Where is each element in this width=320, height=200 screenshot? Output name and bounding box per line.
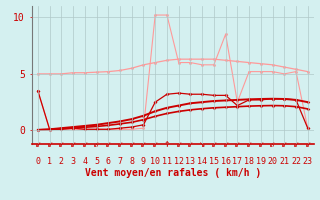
Text: ↙: ↙ [246,140,252,149]
Text: ↙: ↙ [281,140,287,149]
Text: ↙: ↙ [258,140,264,149]
Text: ↙: ↙ [175,140,182,149]
Text: ↙: ↙ [46,140,53,149]
Text: ↙: ↙ [293,140,299,149]
Text: ↙: ↙ [129,140,135,149]
Text: ↙: ↙ [269,140,276,149]
Text: ↙: ↙ [140,140,147,149]
Text: ↙: ↙ [35,140,41,149]
X-axis label: Vent moyen/en rafales ( km/h ): Vent moyen/en rafales ( km/h ) [85,168,261,178]
Text: ↙: ↙ [58,140,65,149]
Text: ↘: ↘ [199,140,205,149]
Text: ↙: ↙ [105,140,111,149]
Text: ↙: ↙ [70,140,76,149]
Text: ↙: ↙ [187,140,194,149]
Text: ↙: ↙ [211,140,217,149]
Text: ↙: ↙ [222,140,229,149]
Text: ↙: ↙ [234,140,241,149]
Text: ↑: ↑ [164,140,170,149]
Text: ↙: ↙ [305,140,311,149]
Text: ↙: ↙ [93,140,100,149]
Text: ↙: ↙ [117,140,123,149]
Text: ↙: ↙ [152,140,158,149]
Text: ↙: ↙ [82,140,88,149]
